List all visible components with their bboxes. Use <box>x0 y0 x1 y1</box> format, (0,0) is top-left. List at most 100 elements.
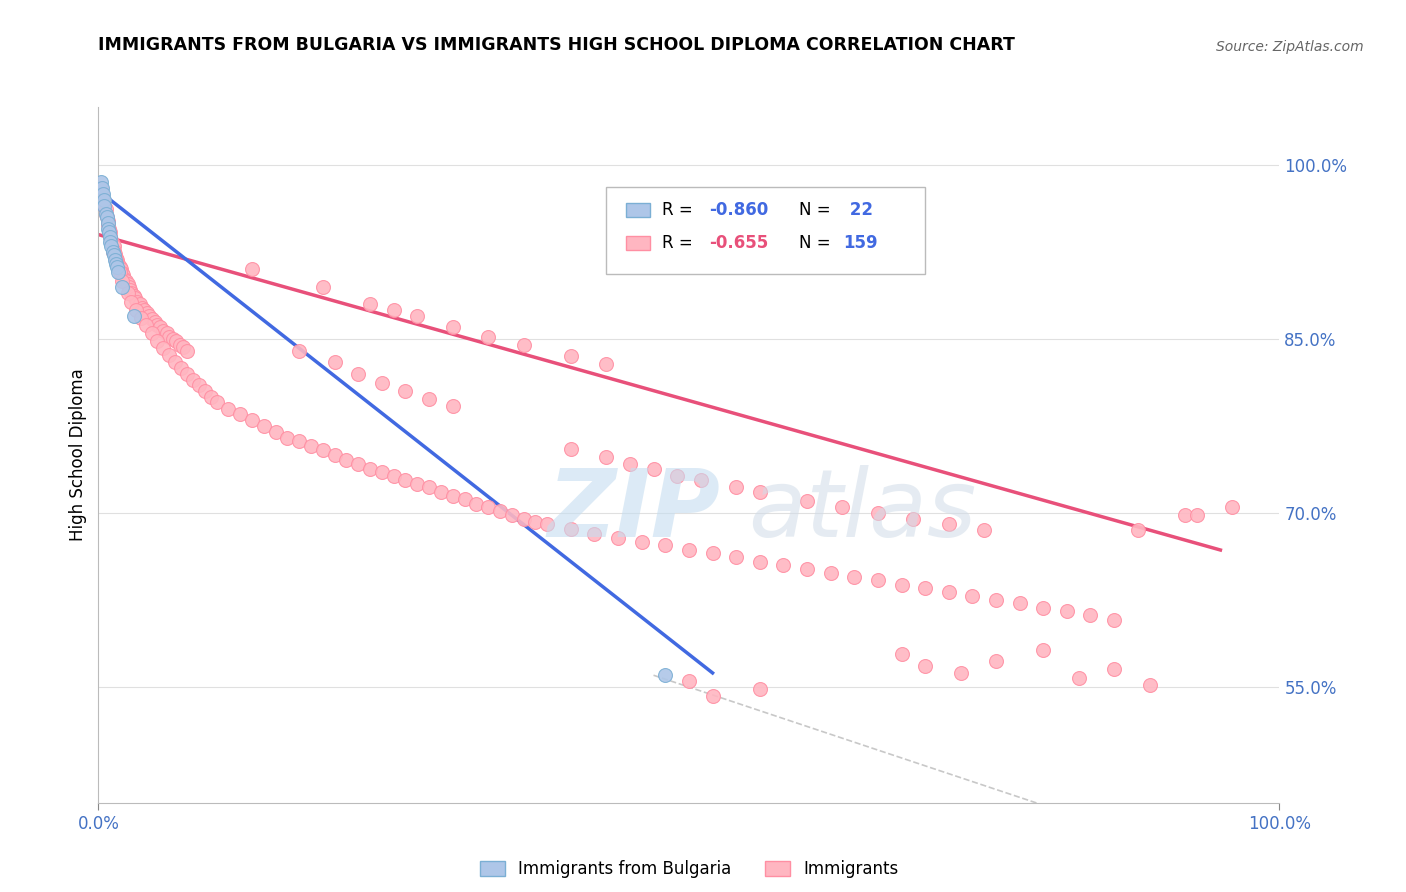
Point <box>97 216 120 230</box>
Point <box>962 590 984 604</box>
Point <box>91 187 114 202</box>
Point <box>93 199 115 213</box>
Point <box>128 297 150 311</box>
Point <box>146 334 169 349</box>
Point <box>524 515 547 529</box>
Point <box>583 526 606 541</box>
Point <box>112 271 135 285</box>
Point <box>595 450 617 465</box>
Point <box>938 584 960 599</box>
Point <box>323 355 346 369</box>
Point <box>560 442 582 457</box>
Point <box>143 315 166 329</box>
Point <box>489 503 512 517</box>
Bar <box>626 235 650 250</box>
Point <box>1139 677 1161 691</box>
Point <box>111 280 134 294</box>
Point <box>172 340 194 354</box>
Point <box>1126 523 1149 537</box>
Point <box>105 257 128 271</box>
Point <box>200 390 222 404</box>
Point <box>169 338 191 352</box>
Point <box>595 358 617 372</box>
Point <box>560 522 582 536</box>
Point <box>477 500 499 514</box>
Point <box>240 262 263 277</box>
Point <box>94 207 117 221</box>
Point <box>702 546 724 560</box>
Point <box>866 506 889 520</box>
Point <box>170 361 193 376</box>
Point <box>134 303 156 318</box>
Point <box>890 648 912 662</box>
Point <box>949 665 972 680</box>
Point <box>666 468 689 483</box>
Text: 159: 159 <box>844 234 879 252</box>
Point <box>100 233 122 247</box>
Point <box>394 384 416 398</box>
Point <box>105 260 128 274</box>
Point <box>689 474 711 488</box>
Point <box>103 239 125 253</box>
Point <box>725 480 748 494</box>
Point <box>94 207 117 221</box>
Point <box>477 329 499 343</box>
Point <box>100 239 122 253</box>
Point <box>748 682 770 697</box>
Point <box>371 466 394 480</box>
Point <box>1185 508 1208 523</box>
Point <box>394 474 416 488</box>
Legend: Immigrants from Bulgaria, Immigrants: Immigrants from Bulgaria, Immigrants <box>472 854 905 885</box>
Point <box>124 291 146 305</box>
Point <box>240 413 263 427</box>
Point <box>512 338 534 352</box>
Point <box>165 334 187 349</box>
Point <box>117 285 139 300</box>
Point <box>125 303 148 318</box>
Text: IMMIGRANTS FROM BULGARIA VS IMMIGRANTS HIGH SCHOOL DIPLOMA CORRELATION CHART: IMMIGRANTS FROM BULGARIA VS IMMIGRANTS H… <box>98 36 1015 54</box>
Point <box>335 452 357 467</box>
Point <box>312 443 335 458</box>
Point <box>146 318 169 332</box>
Point <box>91 193 114 207</box>
Point <box>152 324 174 338</box>
Point <box>110 262 132 277</box>
Point <box>501 508 523 523</box>
Text: R =: R = <box>662 201 697 219</box>
Point <box>98 225 121 239</box>
Point <box>630 534 652 549</box>
Point <box>619 457 641 471</box>
Point <box>453 491 475 506</box>
Point <box>359 297 381 311</box>
Point <box>229 407 252 422</box>
Point <box>347 367 370 381</box>
Point <box>176 343 198 358</box>
Point <box>103 244 125 258</box>
Point <box>512 512 534 526</box>
Point <box>312 280 335 294</box>
Point <box>536 517 558 532</box>
Point <box>122 309 145 323</box>
Point <box>430 485 453 500</box>
Point <box>98 225 121 239</box>
Point <box>135 306 157 320</box>
Point <box>121 285 143 300</box>
Point <box>678 674 700 689</box>
Point <box>371 376 394 390</box>
Point <box>1056 605 1078 619</box>
Point <box>890 578 912 592</box>
Point <box>138 309 160 323</box>
Point <box>914 582 936 596</box>
Point <box>111 274 134 288</box>
Point <box>157 348 180 362</box>
Text: atlas: atlas <box>748 465 976 556</box>
Point <box>135 318 157 332</box>
Point <box>93 199 115 213</box>
Point <box>418 392 440 407</box>
Point <box>844 569 866 583</box>
Point <box>120 283 142 297</box>
Point <box>122 289 145 303</box>
Point <box>141 312 163 326</box>
Point <box>90 181 112 195</box>
Text: 22: 22 <box>844 201 873 219</box>
